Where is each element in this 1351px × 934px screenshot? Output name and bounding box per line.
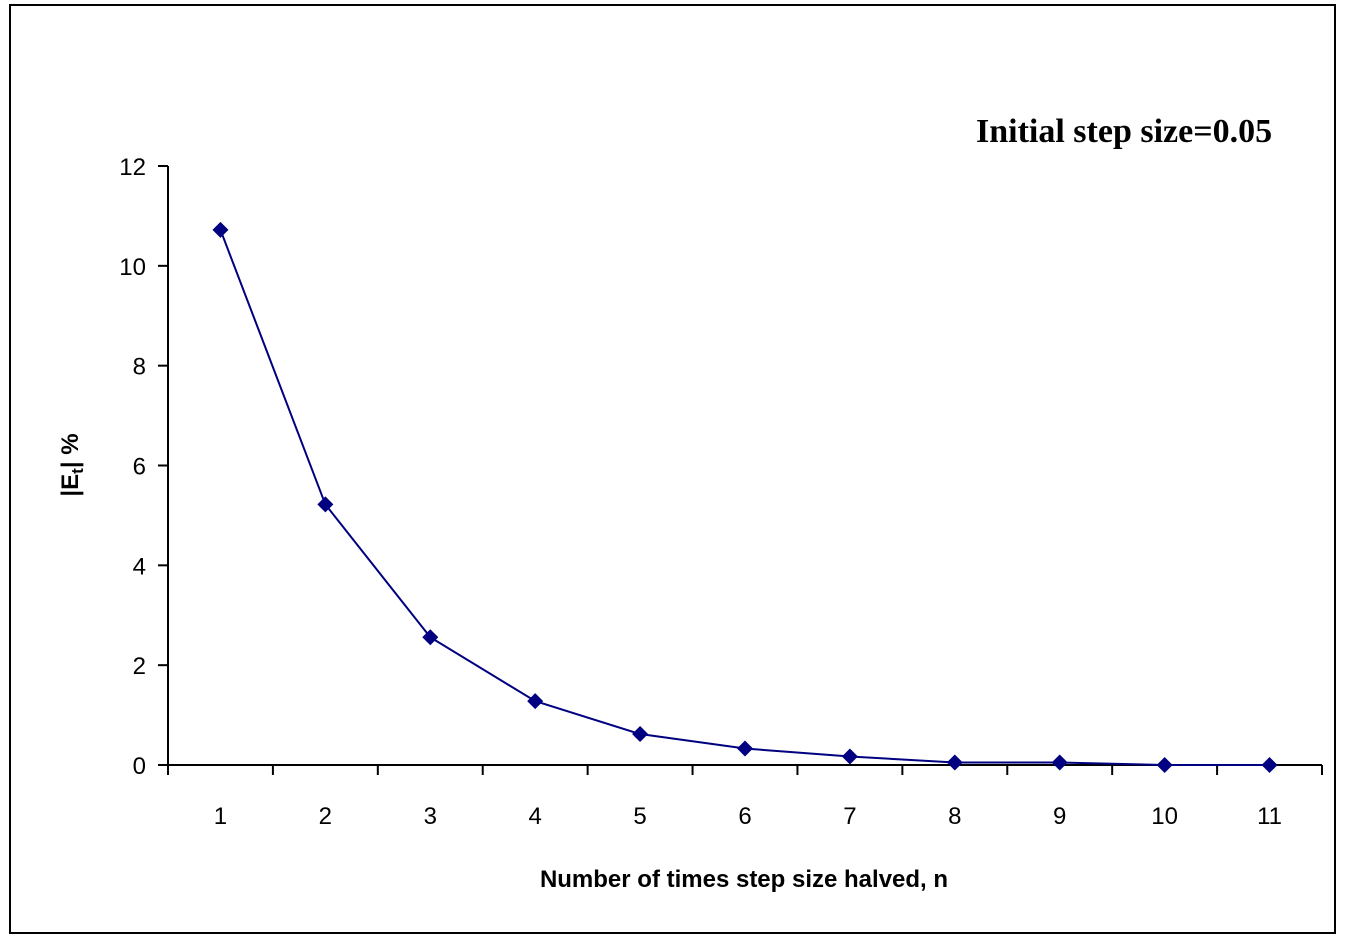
data-point-marker [1156, 757, 1173, 773]
data-point-marker [1261, 757, 1278, 773]
y-axis-title-sub: t [68, 468, 87, 474]
x-tick-label: 8 [948, 803, 961, 830]
chart-frame [9, 4, 1336, 934]
x-tick-label: 3 [424, 803, 437, 830]
y-axis-title: |Et| % [57, 433, 87, 496]
x-tick-label: 9 [1053, 803, 1066, 830]
x-axis-title: Number of times step size halved, n [540, 866, 948, 893]
series-line [219, 229, 1270, 766]
x-tick-label: 1 [214, 803, 227, 830]
x-tick-label: 5 [633, 803, 646, 830]
axes [167, 166, 1322, 766]
y-tick-label: 4 [133, 553, 146, 580]
x-ticks: 1 2 3 4 5 6 7 8 9 10 11 [167, 765, 1323, 830]
x-tick-label: 6 [738, 803, 751, 830]
x-tick-label: 10 [1151, 803, 1178, 830]
data-point-marker [212, 221, 229, 238]
data-point-marker [527, 693, 544, 710]
x-tick-label: 11 [1257, 803, 1282, 830]
chart-annotation: Initial step size=0.05 [976, 113, 1272, 150]
y-tick-label: 0 [133, 753, 146, 780]
y-axis-title-main: |E [57, 474, 84, 497]
y-axis-title-tail: | % [57, 433, 84, 468]
x-tick-label: 2 [319, 803, 332, 830]
data-point-marker [946, 754, 963, 771]
y-tick-label: 6 [133, 454, 146, 481]
data-point-marker [317, 496, 334, 513]
x-tick-label: 7 [843, 803, 856, 830]
series [212, 221, 1278, 773]
data-point-marker [632, 726, 649, 743]
y-tick-label: 10 [119, 254, 146, 281]
data-point-marker [1051, 754, 1068, 771]
data-point-marker [737, 740, 753, 757]
y-ticks: 0 2 4 6 8 10 12 [119, 154, 168, 780]
x-tick-label: 4 [529, 803, 542, 830]
y-tick-label: 8 [133, 354, 146, 381]
data-point-marker [841, 748, 858, 765]
data-point-marker [422, 629, 439, 646]
y-tick-label: 12 [119, 154, 146, 181]
y-tick-label: 2 [133, 653, 146, 680]
